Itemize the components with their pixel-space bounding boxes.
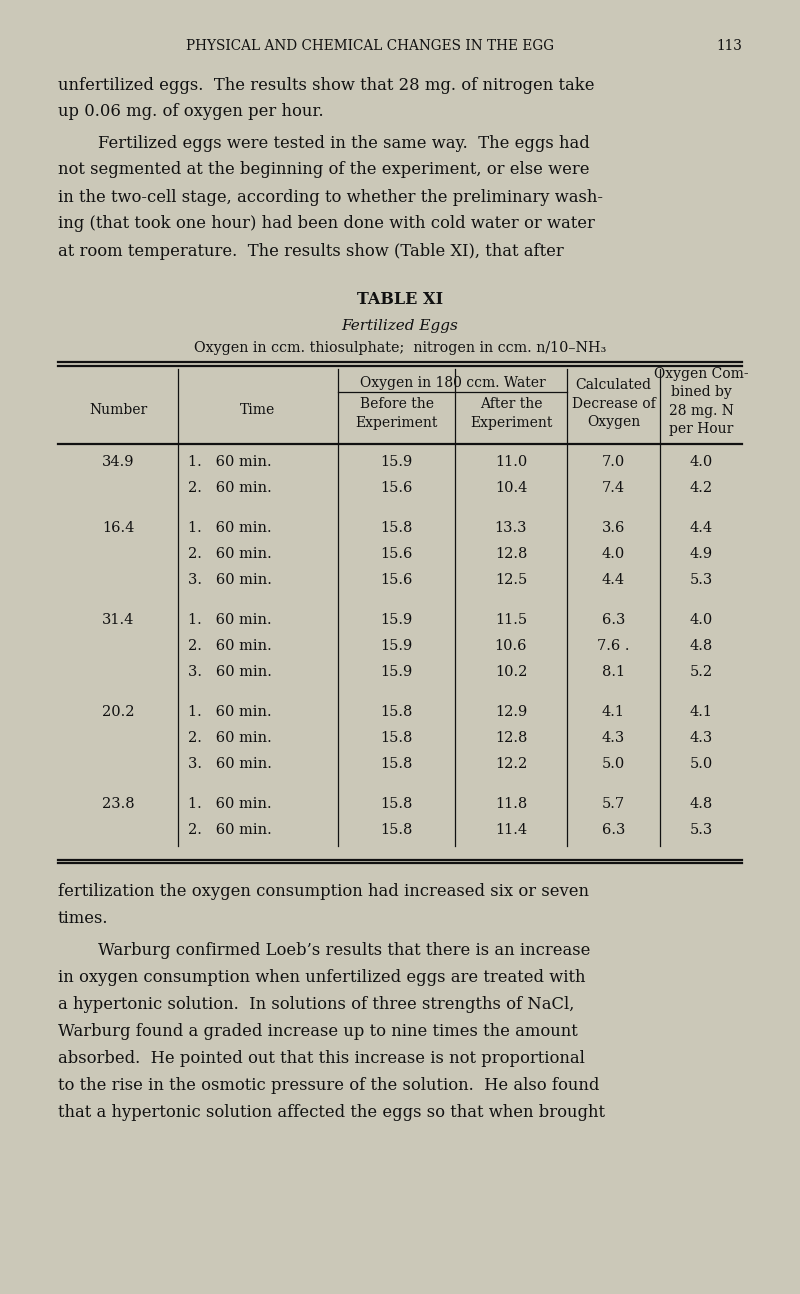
Text: Oxygen in 180 ccm. Water: Oxygen in 180 ccm. Water — [360, 375, 546, 389]
Text: 15.9: 15.9 — [380, 612, 413, 626]
Text: 15.9: 15.9 — [380, 665, 413, 678]
Text: 15.6: 15.6 — [380, 546, 413, 560]
Text: 6.3: 6.3 — [602, 612, 625, 626]
Text: 3.   60 min.: 3. 60 min. — [188, 757, 272, 771]
Text: Oxygen in ccm. thiosulphate;  nitrogen in ccm. n/10–NH₃: Oxygen in ccm. thiosulphate; nitrogen in… — [194, 342, 606, 355]
Text: 2.   60 min.: 2. 60 min. — [188, 546, 272, 560]
Text: 3.   60 min.: 3. 60 min. — [188, 573, 272, 586]
Text: 12.2: 12.2 — [495, 757, 527, 771]
Text: 8.1: 8.1 — [602, 665, 625, 678]
Text: 5.0: 5.0 — [602, 757, 625, 771]
Text: 12.8: 12.8 — [495, 731, 527, 745]
Text: 4.1: 4.1 — [690, 705, 713, 718]
Text: 4.0: 4.0 — [690, 454, 713, 468]
Text: Oxygen Com-
bined by
28 mg. N
per Hour: Oxygen Com- bined by 28 mg. N per Hour — [654, 367, 748, 436]
Text: 34.9: 34.9 — [102, 454, 134, 468]
Text: 15.8: 15.8 — [380, 757, 413, 771]
Text: 15.8: 15.8 — [380, 823, 413, 837]
Text: Warburg found a graded increase up to nine times the amount: Warburg found a graded increase up to ni… — [58, 1024, 578, 1040]
Text: 4.0: 4.0 — [602, 546, 625, 560]
Text: 1.   60 min.: 1. 60 min. — [188, 612, 272, 626]
Text: 16.4: 16.4 — [102, 520, 134, 534]
Text: 31.4: 31.4 — [102, 612, 134, 626]
Text: 15.8: 15.8 — [380, 705, 413, 718]
Text: in oxygen consumption when unfertilized eggs are treated with: in oxygen consumption when unfertilized … — [58, 969, 586, 986]
Text: PHYSICAL AND CHEMICAL CHANGES IN THE EGG: PHYSICAL AND CHEMICAL CHANGES IN THE EGG — [186, 39, 554, 53]
Text: 5.0: 5.0 — [690, 757, 713, 771]
Text: 4.3: 4.3 — [602, 731, 625, 745]
Text: 2.   60 min.: 2. 60 min. — [188, 480, 272, 494]
Text: 4.0: 4.0 — [690, 612, 713, 626]
Text: 12.5: 12.5 — [495, 573, 527, 586]
Text: 11.4: 11.4 — [495, 823, 527, 837]
Text: 2.   60 min.: 2. 60 min. — [188, 823, 272, 837]
Text: unfertilized eggs.  The results show that 28 mg. of nitrogen take: unfertilized eggs. The results show that… — [58, 76, 594, 93]
Text: Number: Number — [89, 402, 147, 417]
Text: 15.6: 15.6 — [380, 573, 413, 586]
Text: 4.1: 4.1 — [602, 705, 625, 718]
Text: that a hypertonic solution affected the eggs so that when brought: that a hypertonic solution affected the … — [58, 1104, 605, 1121]
Text: Fertilized eggs were tested in the same way.  The eggs had: Fertilized eggs were tested in the same … — [98, 135, 590, 151]
Text: Calculated
Decrease of
Oxygen: Calculated Decrease of Oxygen — [572, 378, 655, 428]
Text: Before the
Experiment: Before the Experiment — [355, 397, 438, 430]
Text: in the two-cell stage, according to whether the preliminary wash-: in the two-cell stage, according to whet… — [58, 189, 603, 206]
Text: 7.6 .: 7.6 . — [598, 639, 630, 652]
Text: ing (that took one hour) had been done with cold water or water: ing (that took one hour) had been done w… — [58, 216, 595, 233]
Text: at room temperature.  The results show (Table XI), that after: at room temperature. The results show (T… — [58, 242, 564, 260]
Text: 5.2: 5.2 — [690, 665, 713, 678]
Text: 4.3: 4.3 — [690, 731, 713, 745]
Text: 5.3: 5.3 — [690, 573, 713, 586]
Text: 1.   60 min.: 1. 60 min. — [188, 797, 272, 811]
Text: 6.3: 6.3 — [602, 823, 625, 837]
Text: 23.8: 23.8 — [102, 797, 134, 811]
Text: 4.4: 4.4 — [602, 573, 625, 586]
Text: 5.7: 5.7 — [602, 797, 625, 811]
Text: 7.4: 7.4 — [602, 480, 625, 494]
Text: 15.8: 15.8 — [380, 731, 413, 745]
Text: 113: 113 — [716, 39, 742, 53]
Text: 2.   60 min.: 2. 60 min. — [188, 731, 272, 745]
Text: to the rise in the osmotic pressure of the solution.  He also found: to the rise in the osmotic pressure of t… — [58, 1077, 599, 1095]
Text: 12.9: 12.9 — [495, 705, 527, 718]
Text: Warburg confirmed Loeb’s results that there is an increase: Warburg confirmed Loeb’s results that th… — [98, 942, 590, 959]
Text: not segmented at the beginning of the experiment, or else were: not segmented at the beginning of the ex… — [58, 162, 590, 179]
Text: 11.5: 11.5 — [495, 612, 527, 626]
Text: 4.8: 4.8 — [690, 639, 713, 652]
Text: up 0.06 mg. of oxygen per hour.: up 0.06 mg. of oxygen per hour. — [58, 104, 324, 120]
Text: Time: Time — [240, 402, 276, 417]
Text: 3.6: 3.6 — [602, 520, 625, 534]
Text: 1.   60 min.: 1. 60 min. — [188, 705, 272, 718]
Text: TABLE XI: TABLE XI — [357, 291, 443, 308]
Text: 3.   60 min.: 3. 60 min. — [188, 665, 272, 678]
Text: fertilization the oxygen consumption had increased six or seven: fertilization the oxygen consumption had… — [58, 884, 589, 901]
Text: 15.8: 15.8 — [380, 520, 413, 534]
Text: 11.8: 11.8 — [495, 797, 527, 811]
Text: absorbed.  He pointed out that this increase is not proportional: absorbed. He pointed out that this incre… — [58, 1051, 585, 1068]
Text: 15.9: 15.9 — [380, 454, 413, 468]
Text: 15.8: 15.8 — [380, 797, 413, 811]
Text: 12.8: 12.8 — [495, 546, 527, 560]
Text: 20.2: 20.2 — [102, 705, 134, 718]
Text: 10.2: 10.2 — [495, 665, 527, 678]
Text: 13.3: 13.3 — [494, 520, 527, 534]
Text: 4.8: 4.8 — [690, 797, 713, 811]
Text: 4.4: 4.4 — [690, 520, 713, 534]
Text: Fertilized Eggs: Fertilized Eggs — [342, 320, 458, 333]
Text: 5.3: 5.3 — [690, 823, 713, 837]
Text: After the
Experiment: After the Experiment — [470, 397, 552, 430]
Text: 4.2: 4.2 — [690, 480, 713, 494]
Text: 4.9: 4.9 — [690, 546, 713, 560]
Text: 7.0: 7.0 — [602, 454, 625, 468]
Text: 1.   60 min.: 1. 60 min. — [188, 520, 272, 534]
Text: 1.   60 min.: 1. 60 min. — [188, 454, 272, 468]
Text: 10.6: 10.6 — [494, 639, 527, 652]
Text: 2.   60 min.: 2. 60 min. — [188, 639, 272, 652]
Text: 11.0: 11.0 — [495, 454, 527, 468]
Text: 15.9: 15.9 — [380, 639, 413, 652]
Text: times.: times. — [58, 910, 109, 928]
Text: 10.4: 10.4 — [495, 480, 527, 494]
Text: 15.6: 15.6 — [380, 480, 413, 494]
Text: a hypertonic solution.  In solutions of three strengths of NaCl,: a hypertonic solution. In solutions of t… — [58, 996, 574, 1013]
